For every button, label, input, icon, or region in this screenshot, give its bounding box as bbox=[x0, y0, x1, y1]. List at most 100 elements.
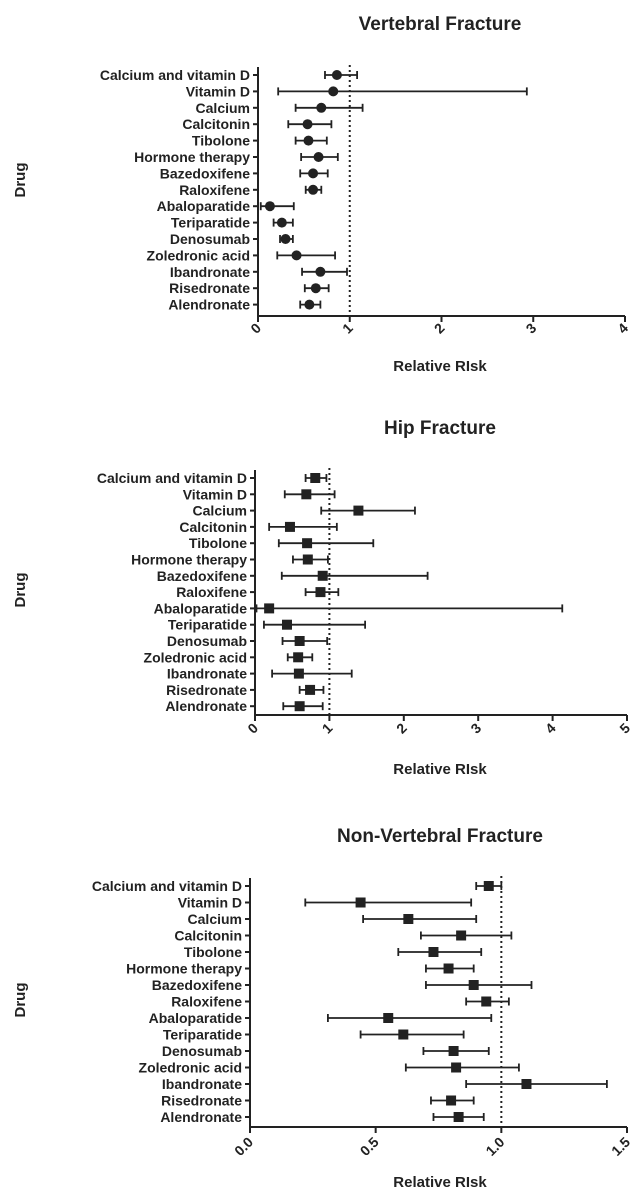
point-estimate bbox=[302, 554, 313, 565]
point-estimate bbox=[328, 86, 339, 97]
category-label: Teriparatide bbox=[163, 1027, 242, 1043]
category-label: Calcium and vitamin D bbox=[92, 878, 242, 894]
category-label: Hormone therapy bbox=[131, 552, 247, 568]
point-estimate bbox=[315, 587, 326, 598]
x-tick-label: 5 bbox=[616, 720, 630, 737]
x-tick-label: 1 bbox=[339, 320, 356, 337]
category-label: Alendronate bbox=[168, 297, 250, 313]
panel-title: Hip Fracture bbox=[384, 418, 496, 439]
category-label: Calcium bbox=[188, 911, 242, 927]
point-estimate bbox=[443, 963, 454, 974]
panel-3: Non-Vertebral Fracture Drug 0.0 0.5 1.0 1.5 Re… bbox=[12, 826, 630, 1191]
point-estimate bbox=[331, 70, 342, 80]
point-estimate bbox=[453, 1112, 464, 1122]
point-estimate bbox=[428, 947, 439, 957]
x-axis-title: Relative RIsk bbox=[393, 358, 487, 375]
panel-1: Vertebral Fracture Drug 0 1 2 3 4 Relative RIsk… bbox=[12, 14, 630, 375]
category-label: Ibandronate bbox=[170, 264, 250, 280]
point-estimate bbox=[316, 102, 327, 113]
point-estimate bbox=[353, 505, 364, 516]
x-tick-label: 0.0 bbox=[231, 1134, 256, 1159]
point-estimate bbox=[281, 619, 292, 630]
category-label: Hormone therapy bbox=[126, 961, 242, 977]
point-estimate bbox=[310, 473, 321, 483]
point-estimate bbox=[446, 1095, 457, 1106]
point-estimate bbox=[313, 152, 324, 162]
category-label: Risedronate bbox=[166, 682, 247, 698]
point-estimate bbox=[308, 184, 319, 195]
category-label: Calcitonin bbox=[182, 116, 250, 132]
category-label: Calcium bbox=[196, 100, 250, 116]
category-label: Calcium bbox=[193, 503, 247, 519]
category-label: Ibandronate bbox=[162, 1076, 242, 1092]
category-label: Ibandronate bbox=[167, 666, 247, 682]
category-label: Bazedoxifene bbox=[157, 568, 247, 584]
category-label: Risedronate bbox=[169, 280, 250, 296]
point-estimate bbox=[398, 1029, 409, 1040]
point-estimate bbox=[302, 538, 313, 549]
point-estimate bbox=[448, 1046, 459, 1056]
point-estimate bbox=[317, 570, 328, 581]
category-label: Vitamin D bbox=[183, 486, 247, 502]
y-axis-title: Drug bbox=[12, 163, 29, 198]
point-estimate bbox=[481, 996, 492, 1007]
point-estimate bbox=[276, 217, 287, 228]
category-label: Calcitonin bbox=[174, 928, 242, 944]
x-tick-label: 1.0 bbox=[482, 1134, 507, 1159]
point-estimate bbox=[451, 1062, 462, 1073]
category-label: Calcium and vitamin D bbox=[97, 470, 247, 486]
x-tick-label: 4 bbox=[542, 720, 559, 737]
x-tick-label: 3 bbox=[467, 720, 484, 737]
category-label: Raloxifene bbox=[176, 584, 247, 600]
point-estimate bbox=[308, 168, 319, 179]
x-axis-title: Relative RIsk bbox=[393, 1174, 487, 1191]
point-estimate bbox=[294, 701, 305, 712]
panel-2: Hip Fracture Drug 0 1 2 3 4 5 Relative RIsk Calci… bbox=[12, 418, 630, 778]
x-tick-label: 2 bbox=[393, 720, 410, 737]
x-tick-label: 1 bbox=[319, 720, 336, 737]
point-estimate bbox=[293, 668, 304, 679]
panel-title: Vertebral Fracture bbox=[359, 14, 522, 35]
x-tick-label: 1.5 bbox=[608, 1134, 630, 1159]
point-estimate bbox=[315, 266, 326, 277]
category-label: Bazedoxifene bbox=[152, 977, 242, 993]
category-label: Teriparatide bbox=[168, 617, 247, 633]
category-label: Alendronate bbox=[165, 698, 247, 714]
point-estimate bbox=[293, 652, 304, 663]
point-estimate bbox=[304, 299, 315, 310]
x-tick-label: 0 bbox=[247, 320, 264, 337]
point-estimate bbox=[302, 119, 313, 130]
point-estimate bbox=[294, 636, 305, 646]
point-estimate bbox=[301, 489, 312, 500]
x-axis-title: Relative RIsk bbox=[393, 761, 487, 778]
category-label: Tibolone bbox=[184, 944, 242, 960]
category-label: Raloxifene bbox=[179, 182, 250, 198]
point-estimate bbox=[403, 914, 414, 924]
y-axis-title: Drug bbox=[12, 573, 29, 608]
point-estimate bbox=[284, 521, 295, 532]
y-axis-title: Drug bbox=[12, 983, 29, 1018]
category-label: Risedronate bbox=[161, 1093, 242, 1109]
category-label: Bazedoxifene bbox=[160, 165, 250, 181]
point-estimate bbox=[264, 603, 275, 614]
category-label: Abaloparatide bbox=[154, 600, 248, 616]
category-label: Calcium and vitamin D bbox=[100, 67, 250, 83]
x-tick-label: 4 bbox=[614, 320, 630, 337]
point-estimate bbox=[303, 135, 314, 146]
category-label: Vitamin D bbox=[186, 83, 250, 99]
point-estimate bbox=[264, 201, 275, 212]
x-tick-label: 0.5 bbox=[357, 1134, 382, 1159]
point-estimate bbox=[291, 250, 302, 261]
panel-title: Non-Vertebral Fracture bbox=[337, 826, 543, 847]
point-estimate bbox=[383, 1013, 394, 1023]
category-label: Vitamin D bbox=[178, 895, 242, 911]
point-estimate bbox=[468, 980, 479, 990]
category-label: Denosumab bbox=[170, 231, 250, 247]
category-label: Tibolone bbox=[189, 535, 247, 551]
category-label: Denosumab bbox=[167, 633, 247, 649]
category-label: Raloxifene bbox=[171, 994, 242, 1010]
x-tick-label: 3 bbox=[523, 320, 540, 337]
point-estimate bbox=[310, 283, 321, 294]
point-estimate bbox=[305, 684, 316, 695]
